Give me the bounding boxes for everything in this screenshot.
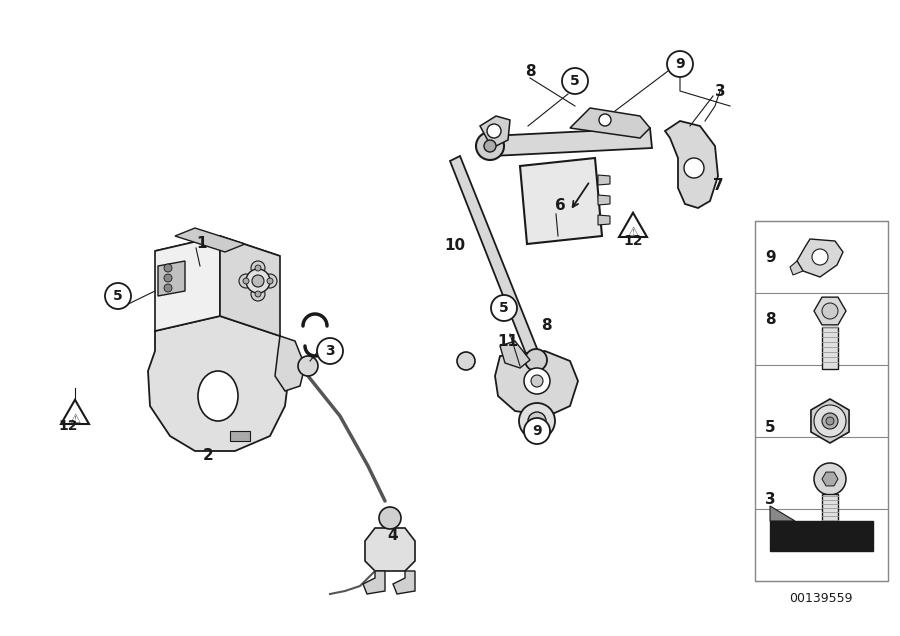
Polygon shape <box>790 261 803 275</box>
Circle shape <box>524 368 550 394</box>
Polygon shape <box>495 351 578 416</box>
Circle shape <box>476 132 504 160</box>
Text: 6: 6 <box>554 198 565 214</box>
Polygon shape <box>155 236 220 331</box>
Text: 3: 3 <box>715 83 725 99</box>
Polygon shape <box>822 472 838 486</box>
Circle shape <box>491 295 517 321</box>
Circle shape <box>263 274 277 288</box>
Circle shape <box>562 68 588 94</box>
Polygon shape <box>480 116 510 148</box>
Polygon shape <box>363 571 385 594</box>
Circle shape <box>822 303 838 319</box>
Circle shape <box>255 265 261 271</box>
Circle shape <box>252 275 264 287</box>
Circle shape <box>457 352 475 370</box>
Polygon shape <box>665 121 718 208</box>
Text: 4: 4 <box>388 529 399 544</box>
Text: 12: 12 <box>623 234 643 248</box>
Polygon shape <box>175 228 245 252</box>
Circle shape <box>105 283 131 309</box>
Text: 11: 11 <box>498 333 518 349</box>
Circle shape <box>822 413 838 429</box>
Circle shape <box>251 261 265 275</box>
FancyBboxPatch shape <box>822 327 838 369</box>
Circle shape <box>164 274 172 282</box>
Text: 9: 9 <box>675 57 685 71</box>
Circle shape <box>246 269 270 293</box>
Text: 9: 9 <box>532 424 542 438</box>
Text: 5: 5 <box>570 74 580 88</box>
Circle shape <box>243 278 249 284</box>
Circle shape <box>164 264 172 272</box>
Polygon shape <box>490 128 652 156</box>
Text: 2: 2 <box>202 448 213 464</box>
FancyBboxPatch shape <box>822 494 838 521</box>
Polygon shape <box>755 221 888 581</box>
Polygon shape <box>61 400 89 424</box>
Circle shape <box>599 114 611 126</box>
Text: 5: 5 <box>500 301 508 315</box>
Circle shape <box>487 124 501 138</box>
Circle shape <box>814 405 846 437</box>
Circle shape <box>528 412 546 430</box>
Text: 8: 8 <box>541 319 552 333</box>
Circle shape <box>812 249 828 265</box>
Polygon shape <box>811 399 849 443</box>
Text: ⚠: ⚠ <box>69 413 81 425</box>
Circle shape <box>684 158 704 178</box>
Polygon shape <box>770 521 873 551</box>
Text: 7: 7 <box>713 179 724 193</box>
Polygon shape <box>598 175 610 185</box>
Polygon shape <box>500 341 530 368</box>
Circle shape <box>317 338 343 364</box>
Polygon shape <box>814 297 846 325</box>
Polygon shape <box>598 215 610 225</box>
Circle shape <box>239 274 253 288</box>
Circle shape <box>531 375 543 387</box>
Text: 8: 8 <box>765 312 776 326</box>
Text: 1: 1 <box>197 235 207 251</box>
Polygon shape <box>158 261 185 296</box>
Polygon shape <box>220 236 280 336</box>
Polygon shape <box>520 158 602 244</box>
Text: 3: 3 <box>765 492 776 506</box>
Circle shape <box>484 140 496 152</box>
Circle shape <box>298 356 318 376</box>
Polygon shape <box>570 108 650 138</box>
Polygon shape <box>365 528 415 571</box>
Ellipse shape <box>198 371 238 421</box>
Polygon shape <box>598 195 610 205</box>
Polygon shape <box>770 506 795 521</box>
Circle shape <box>814 463 846 495</box>
Text: 5: 5 <box>113 289 123 303</box>
Polygon shape <box>275 336 305 391</box>
Circle shape <box>267 278 273 284</box>
Circle shape <box>379 507 401 529</box>
Circle shape <box>524 418 550 444</box>
Text: ⚠: ⚠ <box>627 226 639 238</box>
Text: 00139559: 00139559 <box>789 593 853 605</box>
Circle shape <box>164 284 172 292</box>
Polygon shape <box>155 236 280 271</box>
Circle shape <box>519 403 555 439</box>
Text: 8: 8 <box>525 64 535 78</box>
Polygon shape <box>797 239 843 277</box>
Text: 5: 5 <box>765 420 776 434</box>
Text: 10: 10 <box>445 238 465 254</box>
Circle shape <box>667 51 693 77</box>
Text: 9: 9 <box>765 249 776 265</box>
Circle shape <box>251 287 265 301</box>
Polygon shape <box>450 156 540 364</box>
Circle shape <box>525 349 547 371</box>
Text: 3: 3 <box>325 344 335 358</box>
Circle shape <box>826 417 834 425</box>
Circle shape <box>255 291 261 297</box>
Polygon shape <box>148 316 290 451</box>
Polygon shape <box>230 431 250 441</box>
Text: 12: 12 <box>58 419 77 433</box>
Polygon shape <box>393 571 415 594</box>
Polygon shape <box>619 213 647 237</box>
